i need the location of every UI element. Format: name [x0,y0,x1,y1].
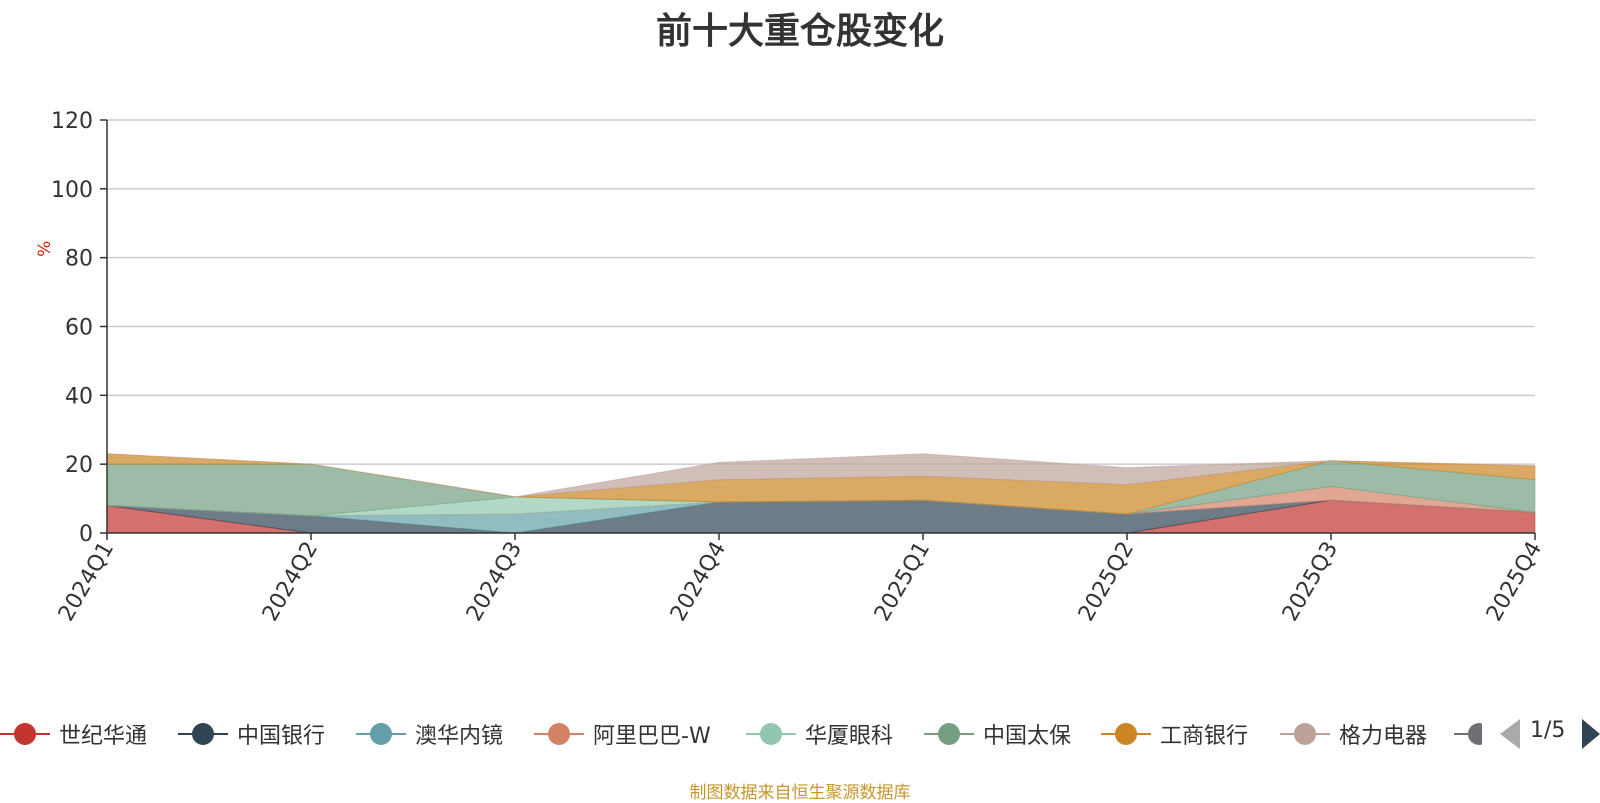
x-tick-label: 2025Q3 [1278,538,1343,626]
legend-label: 中国太保 [983,724,1072,749]
legend-item[interactable]: 澳华内镜 [356,714,503,754]
y-tick-label: 0 [79,522,93,547]
legend-item[interactable]: 中国太保 [924,714,1071,754]
legend: 世纪华通 中国银行 澳华内镜 阿里巴巴-W 华厦眼科 中国太保 工商银行 格力电器 [0,714,1600,754]
legend-label: 世纪华通 [59,724,148,749]
legend-marker-icon [1101,714,1151,754]
legend-marker-icon [534,714,584,754]
legend-item-partial[interactable] [1454,714,1482,754]
legend-label: 中国银行 [237,724,326,749]
legend-label: 格力电器 [1339,724,1428,749]
legend-label: 阿里巴巴-W [593,724,711,749]
axes: 0 20 40 60 80 100 120% 2024Q1 2024Q2 2024Q3 2024Q4… [35,109,1547,626]
grid-lines [107,119,1535,465]
legend-page-indicator: 1/5 [1530,718,1566,743]
x-tick-label: 2025Q1 [870,538,935,626]
legend-item[interactable]: 格力电器 [1280,714,1427,754]
legend-label: 工商银行 [1160,724,1249,749]
y-tick-label: 80 [65,247,93,272]
legend-prev-arrow-icon[interactable] [1500,719,1520,749]
area-layer [106,453,1536,534]
legend-marker-icon [1454,714,1482,754]
legend-marker-icon [1280,714,1330,754]
legend-item[interactable]: 华厦眼科 [746,714,893,754]
legend-marker-icon [356,714,406,754]
x-tick-label: 2024Q4 [666,538,731,626]
y-tick-label: 20 [65,453,93,478]
y-axis-label: % [35,241,55,257]
y-tick-label: 120 [51,109,93,134]
legend-marker-icon [178,714,228,754]
legend-next-arrow-icon[interactable] [1582,719,1600,749]
legend-item[interactable]: 世纪华通 [0,714,147,754]
chart-title: 前十大重仓股变化 [655,11,944,52]
x-tick-label: 2024Q1 [54,538,119,626]
legend-marker-icon [0,714,50,754]
legend-item[interactable]: 阿里巴巴-W [534,714,711,754]
x-tick-label: 2025Q4 [1482,538,1547,626]
y-tick-label: 100 [51,178,93,203]
legend-item[interactable]: 工商银行 [1101,714,1248,754]
legend-marker-icon [746,714,796,754]
y-tick-label: 40 [65,384,93,409]
source-note: 制图数据来自恒生聚源数据库 [689,783,911,803]
area-格力电器 [106,453,1536,498]
y-tick-label: 60 [65,316,93,341]
legend-label: 澳华内镜 [415,724,504,749]
x-tick-label: 2025Q2 [1074,538,1139,626]
legend-marker-icon [924,714,974,754]
x-tick-label: 2024Q3 [462,538,527,626]
legend-label: 华厦眼科 [805,724,894,749]
x-tick-label: 2024Q2 [258,538,323,626]
legend-item[interactable]: 中国银行 [178,714,325,754]
